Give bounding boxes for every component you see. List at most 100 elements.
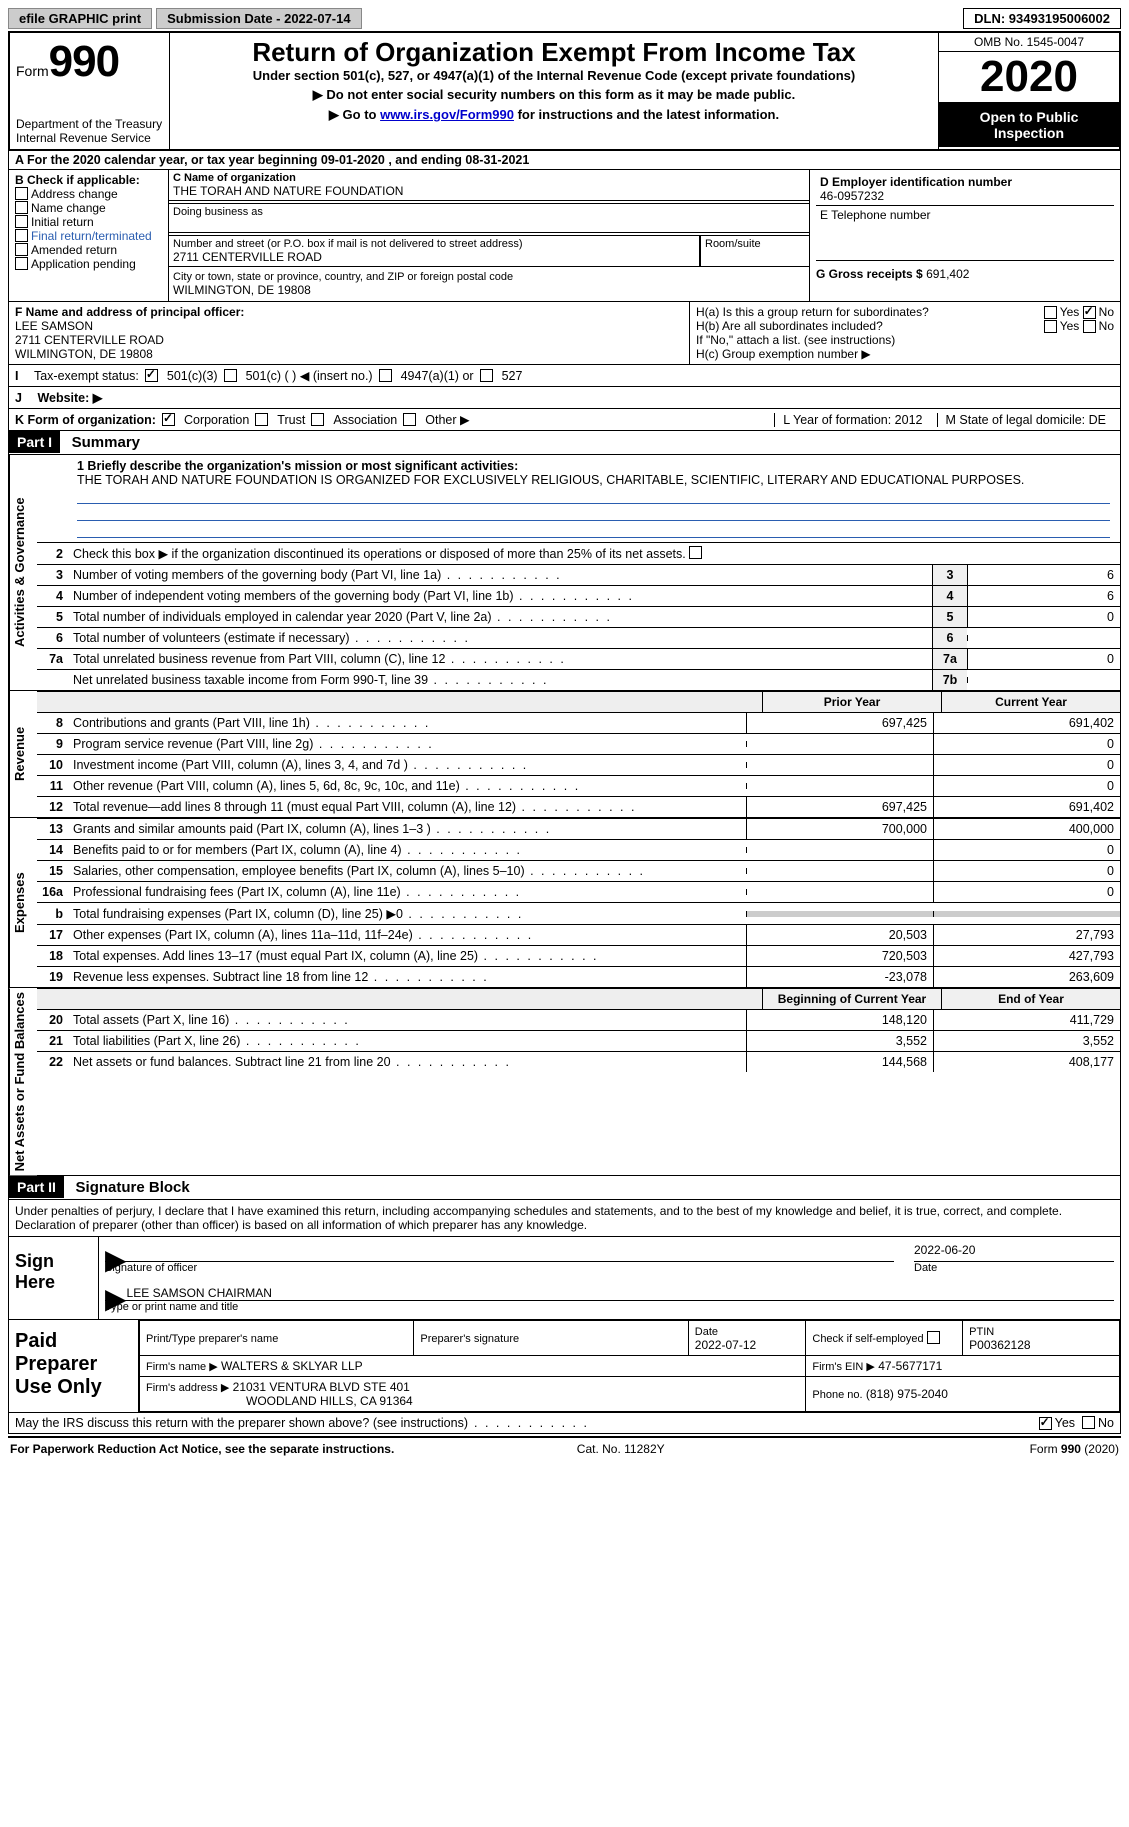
cat-number: Cat. No. 11282Y <box>577 1442 665 1456</box>
line-6: 6 Total number of volunteers (estimate i… <box>37 627 1120 648</box>
check-527[interactable] <box>480 369 493 382</box>
gross-receipts: 691,402 <box>926 267 969 281</box>
ha-yes-checkbox[interactable] <box>1044 306 1057 319</box>
discuss-yes-checkbox[interactable] <box>1039 1417 1052 1430</box>
firm-addr1: 21031 VENTURA BLVD STE 401 <box>233 1380 410 1394</box>
line-17: 17 Other expenses (Part IX, column (A), … <box>37 924 1120 945</box>
box-g-label: G Gross receipts $ <box>816 267 923 281</box>
dln-label: DLN: 93493195006002 <box>963 8 1121 29</box>
check-amended-return[interactable]: Amended return <box>15 243 162 257</box>
line-15: 15 Salaries, other compensation, employe… <box>37 860 1120 881</box>
line-b: b Total fundraising expenses (Part IX, c… <box>37 902 1120 924</box>
page-footer: For Paperwork Reduction Act Notice, see … <box>8 1436 1121 1460</box>
line-18: 18 Total expenses. Add lines 13–17 (must… <box>37 945 1120 966</box>
check-initial-return[interactable]: Initial return <box>15 215 162 229</box>
form-subtitle: Under section 501(c), 527, or 4947(a)(1)… <box>178 68 930 83</box>
org-name: THE TORAH AND NATURE FOUNDATION <box>173 184 805 198</box>
col-end: End of Year <box>941 989 1120 1009</box>
discuss-label: May the IRS discuss this return with the… <box>15 1416 468 1430</box>
check-501c[interactable] <box>224 369 237 382</box>
q1-label: 1 Briefly describe the organization's mi… <box>77 459 1110 473</box>
check-application-pending[interactable]: Application pending <box>15 257 162 271</box>
paid-preparer-label: Paid Preparer Use Only <box>9 1320 139 1412</box>
line-16a: 16a Professional fundraising fees (Part … <box>37 881 1120 902</box>
officer-addr1: 2711 CENTERVILLE ROAD <box>15 333 683 347</box>
paperwork-notice: For Paperwork Reduction Act Notice, see … <box>10 1442 394 1456</box>
h-b-note: If "No," attach a list. (see instruction… <box>696 333 1114 347</box>
hb-no-checkbox[interactable] <box>1083 320 1096 333</box>
tax-exempt-label: Tax-exempt status: <box>34 369 139 383</box>
irs-link[interactable]: www.irs.gov/Form990 <box>380 107 514 122</box>
officer-printed-name: ▶LEE SAMSON CHAIRMAN <box>105 1282 1114 1301</box>
omb-number: OMB No. 1545-0047 <box>939 33 1119 52</box>
check-4947[interactable] <box>379 369 392 382</box>
submission-date: Submission Date - 2022-07-14 <box>156 8 362 29</box>
side-revenue: Revenue <box>9 691 37 817</box>
officer-addr2: WILMINGTON, DE 19808 <box>15 347 683 361</box>
check-corporation[interactable] <box>162 413 175 426</box>
firm-name: WALTERS & SKLYAR LLP <box>221 1359 363 1373</box>
part-i-header: Part I <box>9 431 60 453</box>
part-ii-header: Part II <box>9 1176 64 1198</box>
check-address-change[interactable]: Address change <box>15 187 162 201</box>
line-7b: Net unrelated business taxable income fr… <box>37 669 1120 690</box>
line-11: 11 Other revenue (Part VIII, column (A),… <box>37 775 1120 796</box>
part-i-title: Summary <box>64 431 148 454</box>
check-final-return[interactable]: Final return/terminated <box>15 229 162 243</box>
tax-year-range: A For the 2020 calendar year, or tax yea… <box>8 151 1121 170</box>
box-c-label: C Name of organization <box>173 172 805 184</box>
city-label: City or town, state or province, country… <box>173 271 805 283</box>
sign-here-label: Sign Here <box>9 1237 99 1319</box>
sig-date-label: Date <box>914 1262 1114 1274</box>
efile-print-button[interactable]: efile GRAPHIC print <box>8 8 152 29</box>
year-formation: L Year of formation: 2012 <box>774 413 930 427</box>
line-12: 12 Total revenue—add lines 8 through 11 … <box>37 796 1120 817</box>
form-note-link: ▶ Go to www.irs.gov/Form990 for instruct… <box>178 107 930 123</box>
line-22: 22 Net assets or fund balances. Subtract… <box>37 1051 1120 1072</box>
state-domicile: M State of legal domicile: DE <box>937 413 1115 427</box>
box-d-label: D Employer identification number <box>820 175 1110 189</box>
tax-year: 2020 <box>939 52 1119 103</box>
form-org-label: K Form of organization: <box>15 413 156 427</box>
h-b-label: H(b) Are all subordinates included? <box>696 319 1044 333</box>
check-trust[interactable] <box>255 413 268 426</box>
open-inspection-badge: Open to Public Inspection <box>939 103 1119 147</box>
part-ii-title: Signature Block <box>68 1176 198 1199</box>
discuss-no-checkbox[interactable] <box>1082 1416 1095 1429</box>
box-b-label: B Check if applicable: <box>15 173 162 187</box>
form-header: Form990 Department of the Treasury Inter… <box>8 31 1121 151</box>
ha-no-checkbox[interactable] <box>1083 306 1096 319</box>
line-20: 20 Total assets (Part X, line 16) 148,12… <box>37 1009 1120 1030</box>
check-other[interactable] <box>403 413 416 426</box>
line-4: 4 Number of independent voting members o… <box>37 585 1120 606</box>
form-ref: Form 990 (2020) <box>1030 1442 1119 1456</box>
dept-label: Department of the Treasury Internal Reve… <box>16 117 163 145</box>
line-13: 13 Grants and similar amounts paid (Part… <box>37 818 1120 839</box>
top-bar: efile GRAPHIC print Submission Date - 20… <box>8 8 1121 29</box>
check-501c3[interactable] <box>145 369 158 382</box>
room-label: Room/suite <box>705 238 805 250</box>
line-3: 3 Number of voting members of the govern… <box>37 564 1120 585</box>
line-5: 5 Total number of individuals employed i… <box>37 606 1120 627</box>
hb-yes-checkbox[interactable] <box>1044 320 1057 333</box>
ptin-value: P00362128 <box>969 1338 1030 1352</box>
org-info-grid: B Check if applicable: Address change Na… <box>8 170 1121 302</box>
q2-checkbox[interactable] <box>689 546 702 559</box>
firm-ein: 47-5677171 <box>878 1359 942 1373</box>
firm-phone: (818) 975-2040 <box>866 1387 948 1401</box>
q2-text: Check this box ▶ if the organization dis… <box>69 543 1120 564</box>
officer-name: LEE SAMSON <box>15 319 683 333</box>
addr-label: Number and street (or P.O. box if mail i… <box>173 238 695 250</box>
org-city: WILMINGTON, DE 19808 <box>173 283 805 297</box>
line-9: 9 Program service revenue (Part VIII, li… <box>37 733 1120 754</box>
self-employed-check[interactable]: Check if self-employed <box>812 1333 942 1345</box>
sig-date-value: 2022-06-20 <box>914 1243 1114 1262</box>
officer-signature-line[interactable]: ▶ <box>105 1243 894 1262</box>
line-19: 19 Revenue less expenses. Subtract line … <box>37 966 1120 987</box>
firm-addr2: WOODLAND HILLS, CA 91364 <box>146 1394 413 1408</box>
status-rows: I Tax-exempt status: 501(c)(3) 501(c) ( … <box>8 365 1121 431</box>
signature-block: Under penalties of perjury, I declare th… <box>8 1200 1121 1320</box>
h-c-label: H(c) Group exemption number ▶ <box>696 347 1114 361</box>
check-association[interactable] <box>311 413 324 426</box>
check-name-change[interactable]: Name change <box>15 201 162 215</box>
